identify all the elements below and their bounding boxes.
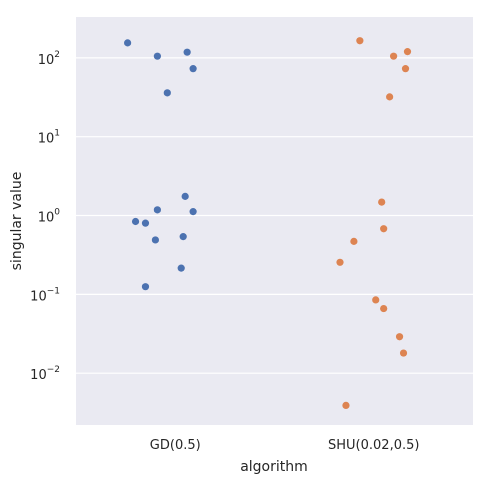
y-tick-exponent: 0 (54, 208, 60, 218)
y-tick-base: 10 (38, 132, 55, 147)
y-tick-base: 10 (38, 53, 55, 68)
data-point-0-10 (179, 233, 187, 241)
data-point-1-11 (395, 333, 404, 341)
x-tick-label-1: SHU(0.02,0.5) (328, 438, 419, 453)
y-tick-base: 10 (38, 211, 55, 226)
data-point-1-1 (403, 48, 412, 56)
data-point-1-0 (356, 37, 364, 45)
y-tick-label-3: 10−1 (30, 286, 60, 304)
y-tick-exponent: −2 (47, 365, 60, 375)
data-point-0-13 (141, 283, 150, 291)
data-point-0-4 (163, 89, 171, 97)
data-point-1-5 (378, 198, 386, 206)
x-tick-labels: GD(0.5) SHU(0.02,0.5) (150, 438, 420, 453)
y-tick-base: 10 (30, 289, 47, 304)
data-point-0-6 (153, 206, 161, 214)
data-point-0-9 (141, 219, 150, 227)
data-point-1-13 (342, 401, 350, 410)
y-tick-label-4: 10−2 (30, 365, 60, 383)
data-point-0-12 (177, 264, 185, 272)
data-point-0-0 (124, 39, 132, 47)
x-axis-label: algorithm (240, 459, 308, 475)
data-point-1-12 (399, 349, 408, 357)
data-point-1-7 (350, 237, 358, 245)
data-points (124, 37, 412, 410)
data-point-1-10 (380, 304, 388, 313)
y-tick-label-1: 101 (38, 129, 60, 147)
data-point-0-1 (183, 48, 191, 56)
data-point-0-2 (153, 52, 161, 60)
y-axis-label: singular value (9, 172, 25, 271)
data-point-0-3 (189, 65, 197, 73)
data-point-1-4 (386, 93, 394, 101)
data-point-1-2 (390, 52, 398, 60)
y-tick-exponent: 1 (54, 129, 60, 139)
y-tick-base: 10 (30, 368, 47, 383)
y-tick-exponent: −1 (47, 286, 60, 296)
data-point-1-3 (401, 65, 410, 73)
data-point-1-9 (372, 296, 380, 304)
data-point-0-11 (151, 236, 159, 244)
data-point-0-8 (131, 217, 140, 226)
data-point-1-8 (336, 258, 344, 266)
gridlines (76, 57, 473, 374)
y-tick-label-2: 100 (38, 208, 61, 226)
data-point-0-7 (189, 208, 197, 216)
y-tick-exponent: 2 (54, 50, 60, 60)
plot-background (76, 17, 473, 425)
data-point-0-5 (181, 192, 189, 200)
x-tick-label-0: GD(0.5) (150, 438, 201, 453)
data-point-1-6 (380, 225, 388, 233)
y-tick-label-0: 102 (38, 50, 60, 68)
